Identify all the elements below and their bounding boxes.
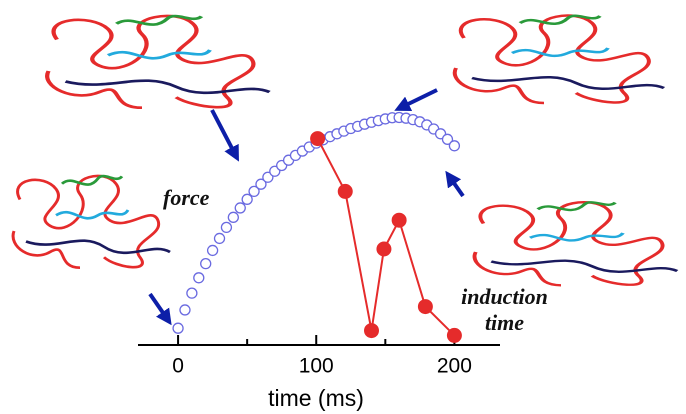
force-point [255,178,267,190]
force-label: force [163,185,210,210]
molecule-illustration [11,16,680,288]
induction-point [337,183,353,199]
force-point [241,193,253,205]
force-point [200,257,212,270]
force-point [220,221,233,234]
force-point [248,185,260,198]
force-point [441,133,454,145]
induction-point [417,299,433,315]
force-point [213,232,226,245]
induction-time-label: induction time [461,284,548,335]
x-tick-label: 200 [437,355,472,378]
force-point [206,244,219,257]
induction-point [364,323,380,339]
force-point [193,272,205,284]
force-point [227,211,239,223]
induction-point [310,131,326,147]
force-point [172,322,184,334]
x-axis-label: time (ms) [268,385,364,411]
induction-point [391,212,407,228]
x-tick-label: 100 [299,355,334,378]
induction-point [376,241,392,257]
x-tick-label: 0 [172,355,184,378]
force-point [179,304,191,316]
force-point [234,202,246,214]
arrows [148,88,465,326]
series-line [316,138,456,337]
force-point [186,287,198,299]
induction-point [446,327,462,343]
force-point [448,140,461,152]
